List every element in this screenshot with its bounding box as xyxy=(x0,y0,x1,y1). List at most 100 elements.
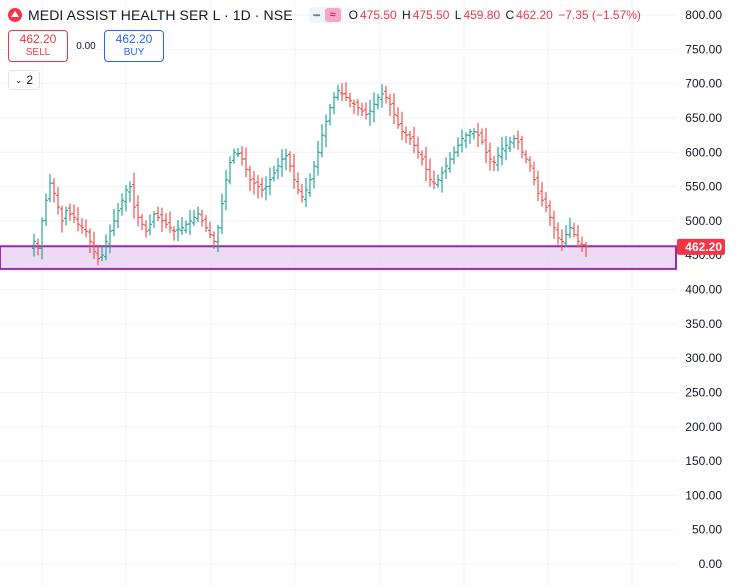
visibility-pill[interactable]: ━ ≈ xyxy=(308,7,343,23)
ohlc-bar xyxy=(228,156,232,185)
ohlc-bar xyxy=(364,102,368,120)
ohlc-bar xyxy=(436,174,440,188)
ohlc-bar xyxy=(212,231,216,249)
ohlc-bar xyxy=(180,217,184,235)
trade-panel: 462.20 SELL 0.00 462.20 BUY xyxy=(8,30,164,62)
ohlc-bar xyxy=(172,226,176,241)
ohlc-bar xyxy=(360,102,364,117)
ohlc-bar xyxy=(300,183,304,203)
ohlc-bar xyxy=(556,222,560,245)
y-tick-label: 400.00 xyxy=(685,283,722,297)
ohlc-bar xyxy=(124,184,128,212)
ohlc-bar xyxy=(480,128,484,145)
ohlc-bar xyxy=(580,236,584,252)
indicators-toggle[interactable]: ⌄ 2 xyxy=(8,70,40,90)
ohlc-bar xyxy=(452,146,456,165)
sell-label: SELL xyxy=(25,47,51,58)
buy-price: 462.20 xyxy=(115,32,153,46)
symbol-logo-icon xyxy=(8,8,22,22)
ohlc-bar xyxy=(240,146,244,166)
ohlc-bar xyxy=(40,217,44,260)
ohlc-bar xyxy=(44,193,48,226)
sell-price: 462.20 xyxy=(19,32,57,46)
ohlc-bar xyxy=(372,92,376,123)
ohlc-bar xyxy=(500,136,504,166)
ohlc-bar xyxy=(396,107,400,129)
ohlc-bar xyxy=(416,136,420,159)
ohlc-bar xyxy=(508,136,512,152)
last-price-marker: 462.20 xyxy=(677,238,725,255)
ohlc-bar xyxy=(144,220,148,238)
ohlc-bar xyxy=(80,217,84,234)
ohlc-bar xyxy=(280,149,284,177)
ohlc-bar xyxy=(336,84,340,101)
ohlc-bar xyxy=(60,205,64,233)
y-tick-label: 700.00 xyxy=(685,77,722,91)
ohlc-bar xyxy=(108,224,112,254)
ohlc-bar xyxy=(576,225,580,248)
ohlc-bar xyxy=(156,206,160,222)
ohlc-bar xyxy=(384,85,388,104)
ohlc-bar xyxy=(132,172,136,219)
ohlc-bar xyxy=(432,170,436,190)
ohlc-bar xyxy=(584,241,588,258)
ohlc-bar xyxy=(120,193,124,216)
ohlc-bar xyxy=(256,175,260,199)
high-label: H xyxy=(402,8,411,22)
ohlc-bar xyxy=(244,147,248,178)
ohlc-bar xyxy=(320,124,324,158)
ohlc-bar xyxy=(32,234,36,257)
ohlc-bar xyxy=(264,176,268,201)
chart-grid xyxy=(0,0,676,586)
y-tick-label: 300.00 xyxy=(685,351,722,365)
wave-icon[interactable]: ≈ xyxy=(324,8,341,22)
ohlc-bar xyxy=(164,213,168,229)
ohlc-bar xyxy=(520,135,524,159)
ohlc-bar xyxy=(52,178,56,203)
ohlc-bar xyxy=(332,92,336,115)
ohlc-bar xyxy=(84,219,88,238)
ohlc-bar xyxy=(440,166,444,193)
symbol-title[interactable]: MEDI ASSIST HEALTH SER L · 1D · NSE xyxy=(28,7,293,23)
buy-label: BUY xyxy=(123,47,145,58)
ohlc-bar xyxy=(492,156,496,172)
ohlc-bar xyxy=(380,84,384,108)
ohlc-bar xyxy=(368,99,372,126)
ohlc-bar xyxy=(48,174,52,203)
ohlc-bar xyxy=(572,222,576,238)
ohlc-bar xyxy=(72,204,76,223)
y-tick-label: 150.00 xyxy=(685,454,722,468)
ohlc-bar xyxy=(268,167,272,196)
ohlc-bar xyxy=(324,114,328,148)
ohlc-bar xyxy=(340,83,344,102)
last-price-label: 462.20 xyxy=(685,240,722,254)
y-tick-label: 750.00 xyxy=(685,42,722,56)
ohlc-bar xyxy=(356,99,360,116)
ohlc-bar xyxy=(404,126,408,144)
sell-button[interactable]: 462.20 SELL xyxy=(8,30,68,62)
y-tick-label: 550.00 xyxy=(685,180,722,194)
high-value: 475.50 xyxy=(412,8,450,22)
ohlc-bar xyxy=(232,148,236,164)
ohlc-bar xyxy=(408,130,412,146)
ohlc-bar xyxy=(496,146,500,172)
ohlc-bar xyxy=(516,130,520,150)
ohlc-bar xyxy=(112,208,116,237)
ohlc-bar xyxy=(216,224,220,252)
open-label: O xyxy=(348,8,358,22)
ohlc-bar xyxy=(544,191,548,213)
ohlc-bar xyxy=(548,200,552,227)
ohlc-bar xyxy=(460,129,464,153)
ohlc-bar xyxy=(468,128,472,145)
ohlc-bar xyxy=(148,214,152,236)
ohlc-bar xyxy=(304,178,308,208)
ohlc-bar xyxy=(64,206,68,226)
ohlc-bar xyxy=(420,150,424,166)
ohlc-bar xyxy=(328,104,332,126)
ohlc-bar xyxy=(208,221,212,239)
ohlc-bar xyxy=(540,182,544,207)
minus-icon[interactable]: ━ xyxy=(313,9,320,22)
ohlc-bar xyxy=(220,193,224,234)
buy-button[interactable]: 462.20 BUY xyxy=(104,30,164,62)
